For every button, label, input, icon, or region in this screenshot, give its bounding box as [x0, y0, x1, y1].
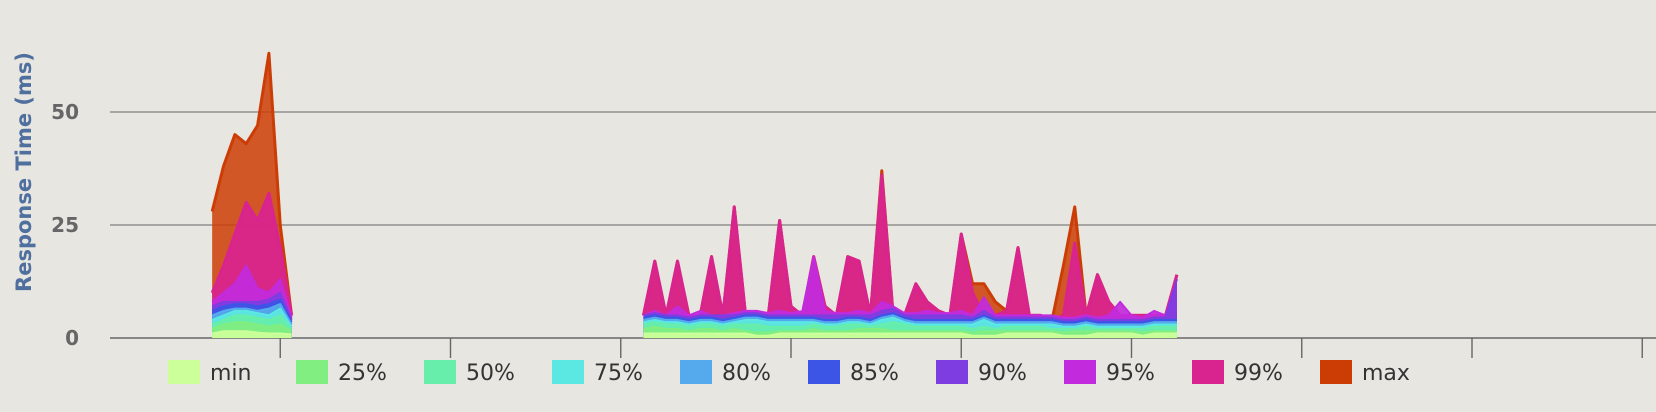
area-99pct-seg1 [643, 175, 1177, 338]
y-tick-label: 0 [65, 326, 79, 350]
line-75pct-seg0 [211, 307, 293, 328]
legend-swatch-90pct[interactable] [936, 360, 968, 384]
legend-label-80pct[interactable]: 80% [722, 361, 771, 386]
line-min-seg1 [643, 332, 1177, 337]
line-90pct-seg1 [643, 278, 1178, 321]
legend-label-85pct[interactable]: 85% [850, 361, 899, 386]
legend-swatch-85pct[interactable] [808, 360, 840, 384]
line-99pct-seg1 [641, 173, 1179, 322]
legend-label-99pct[interactable]: 99% [1234, 361, 1283, 386]
line-95pct-seg1 [643, 255, 1178, 319]
line-min-seg0 [211, 330, 292, 336]
legend-label-max[interactable]: max [1362, 361, 1410, 386]
line-50pct-seg1 [643, 321, 1177, 330]
area-min-seg0 [212, 331, 292, 338]
line-95pct-seg0 [211, 264, 293, 318]
line-25pct-seg1 [643, 325, 1177, 334]
legend-swatch-99pct[interactable] [1192, 360, 1224, 384]
legend-label-90pct[interactable]: 90% [978, 361, 1027, 386]
y-axis-label: Response Time (ms) [12, 52, 36, 292]
line-85pct-seg1 [643, 312, 1177, 324]
legend-swatch-max[interactable] [1320, 360, 1352, 384]
legend-label-95pct[interactable]: 95% [1106, 361, 1155, 386]
legend-swatch-80pct[interactable] [680, 360, 712, 384]
area-series-group [210, 51, 1179, 339]
line-75pct-seg1 [643, 316, 1177, 328]
y-tick-label: 50 [51, 100, 79, 124]
y-tick-label: 25 [51, 213, 79, 237]
line-max-seg0 [210, 51, 294, 316]
legend-swatch-min[interactable] [168, 360, 200, 384]
legend-label-25pct[interactable]: 25% [338, 361, 387, 386]
legend-label-75pct[interactable]: 75% [594, 361, 643, 386]
line-85pct-seg0 [211, 298, 293, 323]
line-90pct-seg0 [211, 291, 293, 321]
line-99pct-seg0 [210, 191, 294, 316]
legend-label-50pct[interactable]: 50% [466, 361, 515, 386]
line-80pct-seg0 [211, 303, 293, 325]
line-80pct-seg1 [643, 314, 1177, 326]
legend-swatch-25pct[interactable] [296, 360, 328, 384]
legend-label-min[interactable]: min [210, 361, 252, 386]
legend-swatch-75pct[interactable] [552, 360, 584, 384]
line-25pct-seg0 [211, 321, 293, 333]
legend-swatch-50pct[interactable] [424, 360, 456, 384]
legend-swatch-95pct[interactable] [1064, 360, 1096, 384]
line-50pct-seg0 [211, 314, 293, 330]
